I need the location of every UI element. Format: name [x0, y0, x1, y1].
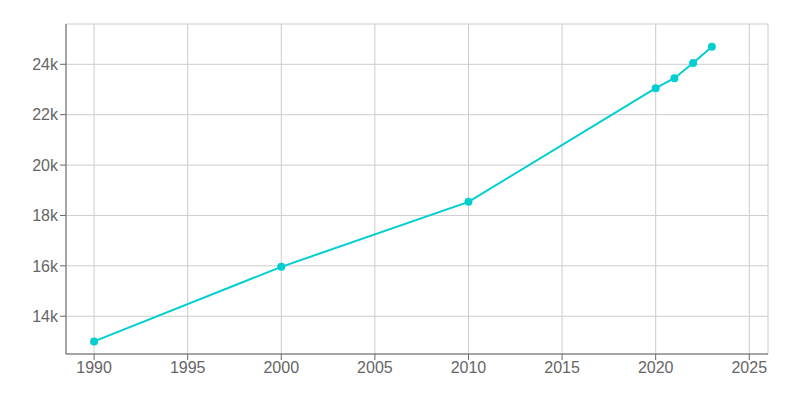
svg-text:1995: 1995 [170, 359, 206, 376]
svg-text:22k: 22k [32, 106, 59, 123]
svg-text:18k: 18k [32, 207, 59, 224]
svg-text:20k: 20k [32, 157, 59, 174]
svg-text:2015: 2015 [544, 359, 580, 376]
svg-text:24k: 24k [32, 56, 59, 73]
svg-text:2000: 2000 [263, 359, 299, 376]
svg-text:2005: 2005 [357, 359, 393, 376]
svg-text:1990: 1990 [76, 359, 112, 376]
svg-text:16k: 16k [32, 258, 59, 275]
svg-text:14k: 14k [32, 308, 59, 325]
svg-text:2025: 2025 [731, 359, 767, 376]
svg-text:2010: 2010 [451, 359, 487, 376]
svg-text:2020: 2020 [638, 359, 674, 376]
